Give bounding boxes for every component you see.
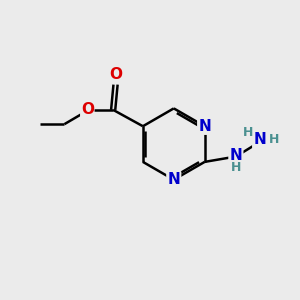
Text: H: H — [268, 134, 279, 146]
Text: N: N — [253, 132, 266, 147]
Text: N: N — [167, 172, 180, 187]
Text: O: O — [81, 102, 94, 117]
Text: H: H — [243, 126, 253, 139]
Text: H: H — [230, 161, 241, 174]
Text: N: N — [198, 119, 211, 134]
Text: N: N — [230, 148, 242, 163]
Text: O: O — [109, 67, 122, 82]
